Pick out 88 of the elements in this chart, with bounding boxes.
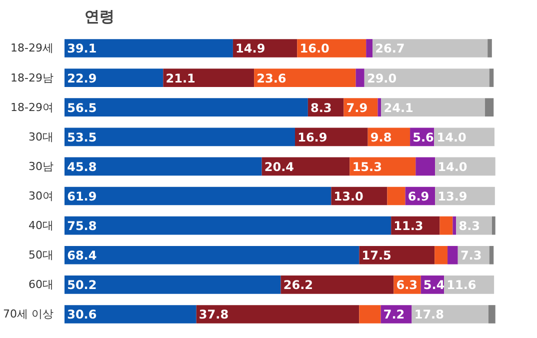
bar — [387, 186, 406, 206]
bar — [163, 68, 254, 87]
bar — [280, 276, 394, 294]
data-label: 30.6 — [67, 308, 97, 322]
bar — [488, 39, 492, 58]
data-label: 16.0 — [300, 42, 330, 56]
data-label: 53.5 — [67, 130, 97, 144]
bar — [295, 128, 368, 146]
data-label: 5.6 — [412, 130, 434, 144]
bar — [381, 98, 486, 117]
data-label: 7.9 — [346, 100, 368, 115]
data-label: 20.4 — [264, 160, 294, 174]
data-label: 11.3 — [394, 219, 424, 234]
bar — [485, 98, 494, 117]
data-label: 26.7 — [375, 42, 405, 56]
bar — [297, 39, 366, 58]
y-tick-label: 30여 — [28, 190, 54, 203]
bar — [416, 157, 436, 176]
y-tick-label: 30남 — [28, 160, 54, 173]
bar — [488, 305, 496, 324]
data-label: 45.8 — [67, 160, 97, 174]
y-tick-label: 18-29남 — [10, 71, 54, 84]
bar — [440, 216, 453, 235]
bar — [64, 39, 233, 58]
bar — [492, 216, 496, 235]
data-label: 68.4 — [67, 248, 97, 263]
data-label: 50.2 — [67, 278, 97, 292]
bar — [64, 186, 332, 206]
data-label: 5.4 — [423, 278, 445, 292]
data-label: 7.2 — [383, 308, 405, 322]
y-tick-label: 30대 — [28, 130, 54, 144]
bar — [452, 216, 456, 235]
bar — [489, 68, 494, 87]
data-label: 17.8 — [414, 308, 444, 322]
data-label: 14.0 — [438, 160, 468, 174]
bar — [372, 39, 488, 58]
bar — [196, 305, 360, 324]
bar — [434, 246, 448, 264]
bar — [489, 246, 494, 264]
bar — [64, 276, 281, 294]
bar — [364, 68, 490, 87]
data-label: 8.3 — [310, 100, 332, 115]
bar — [448, 246, 458, 264]
data-label: 29.0 — [366, 71, 397, 86]
data-label: 14.0 — [436, 130, 466, 144]
y-tick-label: 40대 — [28, 219, 54, 232]
bar — [64, 128, 296, 146]
bar — [64, 216, 392, 235]
y-tick-label: 18-29세 — [10, 42, 54, 55]
data-label: 61.9 — [67, 190, 97, 204]
bar — [64, 305, 196, 324]
data-label: 15.3 — [352, 160, 382, 174]
y-tick-label: 50대 — [28, 248, 54, 262]
y-tick-label: 60대 — [28, 278, 54, 292]
data-label: 16.9 — [298, 130, 328, 144]
data-label: 6.9 — [408, 190, 430, 204]
data-label: 13.9 — [438, 190, 468, 204]
data-label: 56.5 — [67, 100, 97, 115]
data-label: 8.3 — [458, 219, 480, 234]
data-label: 9.8 — [370, 130, 392, 144]
data-label: 26.2 — [283, 278, 313, 292]
data-label: 14.9 — [236, 42, 266, 56]
data-label: 75.8 — [67, 219, 97, 234]
data-label: 23.6 — [256, 71, 286, 86]
bar — [64, 98, 308, 117]
bar — [356, 68, 364, 87]
data-label: 6.3 — [396, 278, 418, 292]
data-label: 24.1 — [384, 100, 414, 115]
data-label: 22.9 — [67, 71, 97, 86]
y-tick-label: 70세 이상 — [3, 308, 54, 321]
bar — [64, 246, 360, 264]
bar — [64, 157, 262, 176]
bar — [412, 305, 488, 324]
data-label: 17.5 — [362, 248, 392, 263]
data-label: 7.3 — [460, 248, 482, 263]
bar — [378, 98, 382, 117]
data-label: 13.0 — [334, 190, 364, 204]
data-label: 21.1 — [166, 71, 196, 86]
bar — [64, 68, 164, 87]
data-label: 39.1 — [67, 42, 97, 56]
data-label: 11.6 — [446, 278, 476, 292]
y-tick-label: 18-29여 — [10, 100, 54, 114]
bar — [359, 305, 381, 324]
bar — [254, 68, 356, 87]
data-label: 37.8 — [198, 308, 229, 322]
chart-title: 연령 — [84, 8, 114, 26]
bar — [359, 246, 435, 264]
bar — [366, 39, 373, 58]
